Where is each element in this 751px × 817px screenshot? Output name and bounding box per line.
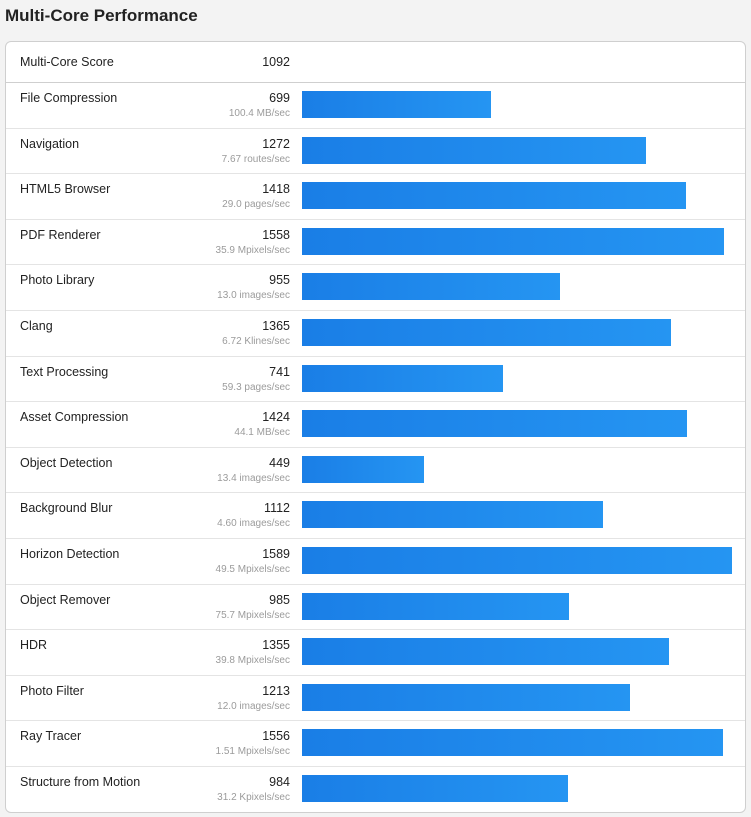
benchmark-score: 984 — [269, 774, 290, 789]
benchmark-score: 1213 — [262, 683, 290, 698]
benchmark-row: File Compression 699 100.4 MB/sec — [6, 83, 745, 129]
benchmark-bar — [302, 136, 646, 164]
benchmark-row: PDF Renderer 1558 35.9 Mpixels/sec — [6, 220, 745, 266]
benchmark-bar — [302, 455, 424, 483]
benchmark-bar — [302, 318, 671, 346]
benchmark-metric: 31.2 Kpixels/sec — [217, 791, 290, 803]
benchmark-name: Horizon Detection — [20, 546, 120, 561]
benchmark-name: Photo Filter — [20, 683, 84, 698]
benchmark-row: Ray Tracer 1556 1.51 Mpixels/sec — [6, 721, 745, 767]
benchmark-score: 955 — [269, 273, 290, 288]
benchmark-row: Photo Library 955 13.0 images/sec — [6, 265, 745, 311]
benchmark-row: HTML5 Browser 1418 29.0 pages/sec — [6, 174, 745, 220]
benchmark-metric: 6.72 Klines/sec — [222, 335, 290, 347]
benchmark-metric: 4.60 images/sec — [217, 518, 290, 530]
benchmark-metric: 39.8 Mpixels/sec — [215, 655, 290, 667]
summary-score: 1092 — [262, 55, 290, 69]
benchmark-name: PDF Renderer — [20, 227, 101, 242]
benchmark-row: Text Processing 741 59.3 pages/sec — [6, 357, 745, 403]
benchmark-name: Text Processing — [20, 364, 109, 379]
benchmark-row: Photo Filter 1213 12.0 images/sec — [6, 676, 745, 722]
benchmark-score: 449 — [269, 455, 290, 470]
benchmark-name: Ray Tracer — [20, 729, 82, 744]
benchmark-score: 1112 — [264, 501, 290, 516]
benchmark-row: Object Remover 985 75.7 Mpixels/sec — [6, 585, 745, 631]
benchmark-metric: 1.51 Mpixels/sec — [215, 746, 290, 758]
benchmark-name: File Compression — [20, 91, 118, 105]
benchmark-score: 741 — [269, 364, 290, 379]
benchmark-metric: 59.3 pages/sec — [222, 381, 290, 393]
benchmark-metric: 12.0 images/sec — [217, 700, 290, 712]
benchmark-name: Object Remover — [20, 592, 111, 607]
benchmark-metric: 44.1 MB/sec — [234, 427, 290, 439]
benchmark-bar — [302, 227, 724, 255]
benchmark-name: Object Detection — [20, 455, 113, 470]
benchmark-metric: 7.67 routes/sec — [221, 153, 290, 165]
benchmark-bar — [302, 683, 630, 711]
benchmark-row: Navigation 1272 7.67 routes/sec — [6, 129, 745, 175]
benchmark-row: HDR 1355 39.8 Mpixels/sec — [6, 630, 745, 676]
benchmark-name: Navigation — [20, 136, 80, 151]
page-title: Multi-Core Performance — [5, 6, 198, 25]
benchmark-score: 699 — [269, 91, 290, 105]
benchmark-name: Photo Library — [20, 273, 95, 288]
benchmark-score: 1355 — [262, 638, 290, 653]
benchmark-row: Structure from Motion 984 31.2 Kpixels/sec — [6, 767, 745, 812]
results-card: Multi-Core Score 1092 File Compression 69… — [5, 41, 746, 813]
benchmark-score: 1424 — [262, 410, 290, 425]
benchmark-score: 1418 — [262, 182, 290, 197]
benchmark-name: HDR — [20, 638, 48, 653]
summary-row: Multi-Core Score 1092 — [6, 42, 745, 83]
benchmark-bar — [302, 774, 568, 802]
benchmark-score: 1589 — [262, 546, 290, 561]
benchmark-row: Asset Compression 1424 44.1 MB/sec — [6, 402, 745, 448]
benchmark-bar — [302, 91, 491, 118]
benchmark-bar — [302, 182, 686, 210]
benchmark-bar — [302, 729, 723, 757]
benchmark-bar — [302, 546, 732, 574]
benchmark-metric: 75.7 Mpixels/sec — [215, 609, 290, 621]
benchmark-row: Clang 1365 6.72 Klines/sec — [6, 311, 745, 357]
benchmark-metric: 13.0 images/sec — [217, 290, 290, 302]
benchmark-row: Object Detection 449 13.4 images/sec — [6, 448, 745, 494]
benchmark-metric: 13.4 images/sec — [217, 472, 290, 484]
benchmark-bar — [302, 592, 569, 620]
benchmark-score: 1365 — [262, 318, 290, 333]
benchmark-row: Horizon Detection 1589 49.5 Mpixels/sec — [6, 539, 745, 585]
benchmark-metric: 49.5 Mpixels/sec — [215, 563, 290, 575]
benchmark-score: 1556 — [262, 729, 290, 744]
benchmark-rows: File Compression 699 100.4 MB/sec Navigatio… — [6, 83, 745, 812]
benchmark-score: 1558 — [262, 227, 290, 242]
benchmark-row: Background Blur 1112 4.60 images/sec — [6, 493, 745, 539]
benchmark-name: Asset Compression — [20, 410, 129, 425]
benchmark-name: Background Blur — [20, 501, 113, 516]
benchmark-score: 1272 — [262, 136, 290, 151]
benchmark-bar — [302, 501, 603, 529]
benchmark-bar — [302, 410, 687, 438]
benchmark-name: Clang — [20, 318, 53, 333]
benchmark-metric: 100.4 MB/sec — [228, 108, 290, 119]
benchmark-score: 985 — [269, 592, 290, 607]
benchmark-bar — [302, 364, 503, 392]
benchmark-name: HTML5 Browser — [20, 182, 111, 197]
benchmark-metric: 35.9 Mpixels/sec — [215, 244, 290, 256]
benchmark-bar — [302, 638, 669, 666]
benchmark-metric: 29.0 pages/sec — [222, 199, 290, 211]
summary-label: Multi-Core Score — [20, 55, 114, 69]
benchmark-name: Structure from Motion — [20, 774, 141, 789]
benchmark-bar — [302, 273, 560, 301]
